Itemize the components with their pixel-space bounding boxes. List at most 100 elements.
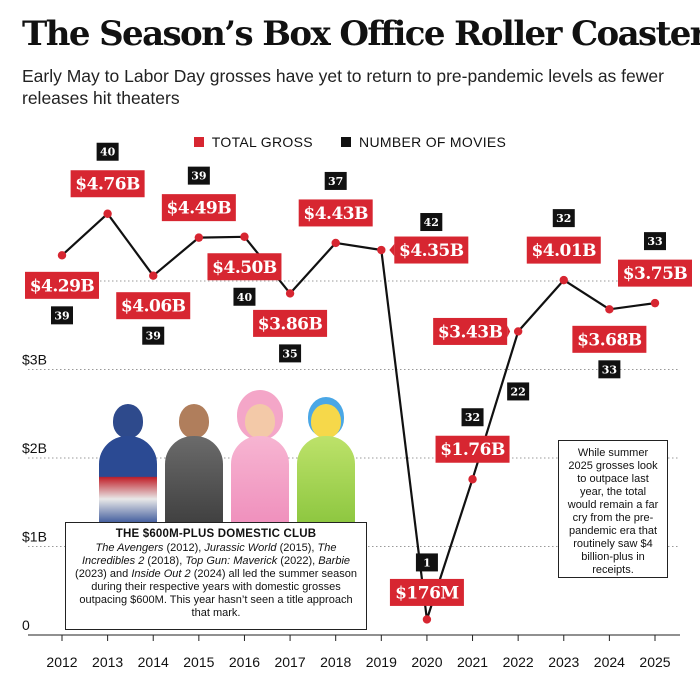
movie-count-box	[279, 344, 302, 363]
gross-label-box	[207, 253, 282, 281]
movie-count-label: 39	[146, 330, 161, 343]
gross-point	[240, 232, 249, 241]
x-tick-label: 2020	[411, 654, 442, 670]
x-tick-label: 2014	[138, 654, 169, 670]
gross-label-box	[25, 271, 99, 299]
movie-count-group: 40	[96, 142, 119, 161]
gross-label-box	[435, 435, 510, 463]
movie-count-group: 39	[187, 166, 210, 185]
club-film-title: Top Gun: Maverick	[185, 555, 278, 567]
movie-count-box	[233, 287, 256, 306]
movie-count-label: 37	[328, 175, 343, 188]
legend: TOTAL GROSS NUMBER OF MOVIES	[0, 134, 700, 150]
gross-label-group: $3.68B	[572, 325, 647, 353]
x-tick-label: 2022	[503, 654, 534, 670]
club-film-title: The Incredibles 2	[81, 542, 337, 567]
gross-point	[149, 271, 158, 280]
chart-subtitle: Early May to Labor Day grosses have yet …	[22, 66, 664, 108]
movie-count-label: 42	[424, 216, 439, 229]
gross-label-group: $3.75B	[618, 259, 692, 287]
movie-count-group: 33	[598, 360, 621, 379]
x-tick-label: 2013	[92, 654, 123, 670]
gross-point	[103, 209, 112, 218]
gross-value-label: $4.01B	[531, 241, 596, 261]
movie-count-label: 39	[191, 170, 206, 183]
gross-point	[57, 251, 67, 260]
gross-point	[559, 275, 568, 285]
movie-count-box	[461, 408, 484, 427]
point-layer	[57, 209, 660, 624]
movie-count-box	[324, 171, 347, 190]
x-tick-label: 2015	[183, 654, 214, 670]
movie-count-group: 35	[279, 344, 302, 363]
movie-count-group: 39	[51, 306, 73, 325]
legend-label-movies: NUMBER OF MOVIES	[359, 134, 507, 150]
gross-label-group: $4.50B	[207, 253, 282, 281]
gross-value-label: $176M	[395, 583, 459, 603]
inside-out-joy-figure	[293, 398, 359, 526]
x-tick-label: 2016	[229, 654, 260, 670]
club-film-title: Jurassic World	[204, 542, 277, 554]
movie-character-photos	[95, 398, 360, 526]
gross-value-label: $4.76B	[75, 175, 140, 195]
gross-point	[650, 298, 660, 308]
x-tick-label: 2017	[274, 654, 305, 670]
movie-count-box	[187, 166, 210, 185]
gross-label-group: $4.29B	[25, 271, 99, 299]
600m-club-box: THE $600M-PLUS DOMESTIC CLUB The Avenger…	[65, 522, 367, 630]
gross-value-label: $3.86B	[258, 314, 323, 334]
club-text: The Avengers (2012), Jurassic World (201…	[74, 542, 358, 620]
gross-label-group: $1.76B	[435, 435, 510, 463]
captain-america-figure	[95, 398, 161, 526]
gross-value-label: $4.35B	[399, 241, 464, 261]
gross-point	[605, 305, 614, 314]
gross-label-box	[116, 292, 191, 320]
movie-count-box	[507, 382, 530, 401]
gross-value-label: $4.06B	[121, 297, 186, 317]
gross-point	[422, 615, 432, 624]
movie-count-group: 40	[233, 287, 256, 306]
annotation-note: While summer 2025 grosses look to outpac…	[558, 440, 668, 578]
movie-count-label: 40	[100, 146, 116, 159]
gross-value-label: $4.49B	[167, 199, 232, 219]
gross-value-label: $4.29B	[30, 276, 95, 296]
x-tick-label: 2024	[594, 654, 625, 670]
movie-count-group: 42	[420, 213, 443, 232]
gross-label-pointer	[507, 325, 511, 338]
movie-count-group: 39	[142, 326, 165, 345]
club-heading: THE $600M-PLUS DOMESTIC CLUB	[115, 528, 317, 540]
gross-point	[331, 238, 340, 248]
movie-count-group: 37	[324, 171, 347, 190]
movie-count-label: 1	[423, 556, 431, 569]
movie-count-group: 33	[644, 232, 666, 251]
club-film-rest: (2023) and	[75, 568, 132, 580]
gross-label-box	[433, 317, 508, 345]
gross-label-group: $3.43B	[433, 317, 511, 345]
gross-label-group: $4.01B	[526, 236, 601, 264]
movie-count-box	[552, 209, 575, 228]
gross-label-box	[389, 578, 464, 606]
legend-label-gross: TOTAL GROSS	[211, 134, 313, 150]
club-film-title: Inside Out 2	[131, 568, 191, 580]
movie-count-label: 39	[54, 309, 69, 322]
gross-label-box	[526, 236, 601, 264]
club-film-rest: (2015),	[276, 542, 318, 554]
club-tail: all led the summer season during their r…	[79, 568, 357, 619]
label-layer: $4.29B $4.76B $4.06B $4.49B $4.50B $3.86B $4.4…	[25, 142, 692, 606]
movie-count-box	[420, 213, 443, 232]
movie-count-box	[644, 232, 666, 251]
x-tick-label: 2021	[457, 654, 488, 670]
y-tick-label: $1B	[22, 529, 47, 545]
x-tick-label: 2018	[320, 654, 351, 670]
gross-point	[468, 475, 477, 484]
gross-label-group: $4.43B	[298, 199, 373, 227]
movie-count-group: 22	[507, 382, 530, 401]
y-tick-label: $2B	[22, 440, 47, 456]
x-tick-label: 2023	[548, 654, 579, 670]
gross-point	[194, 233, 204, 242]
gross-label-box	[572, 325, 647, 353]
line-layer	[61, 212, 656, 621]
axis-layer: 0 $1B $2B $3B 2012 2013 2014 2015 2016 2017 2018 20…	[22, 352, 680, 670]
gross-label-box	[618, 259, 692, 287]
